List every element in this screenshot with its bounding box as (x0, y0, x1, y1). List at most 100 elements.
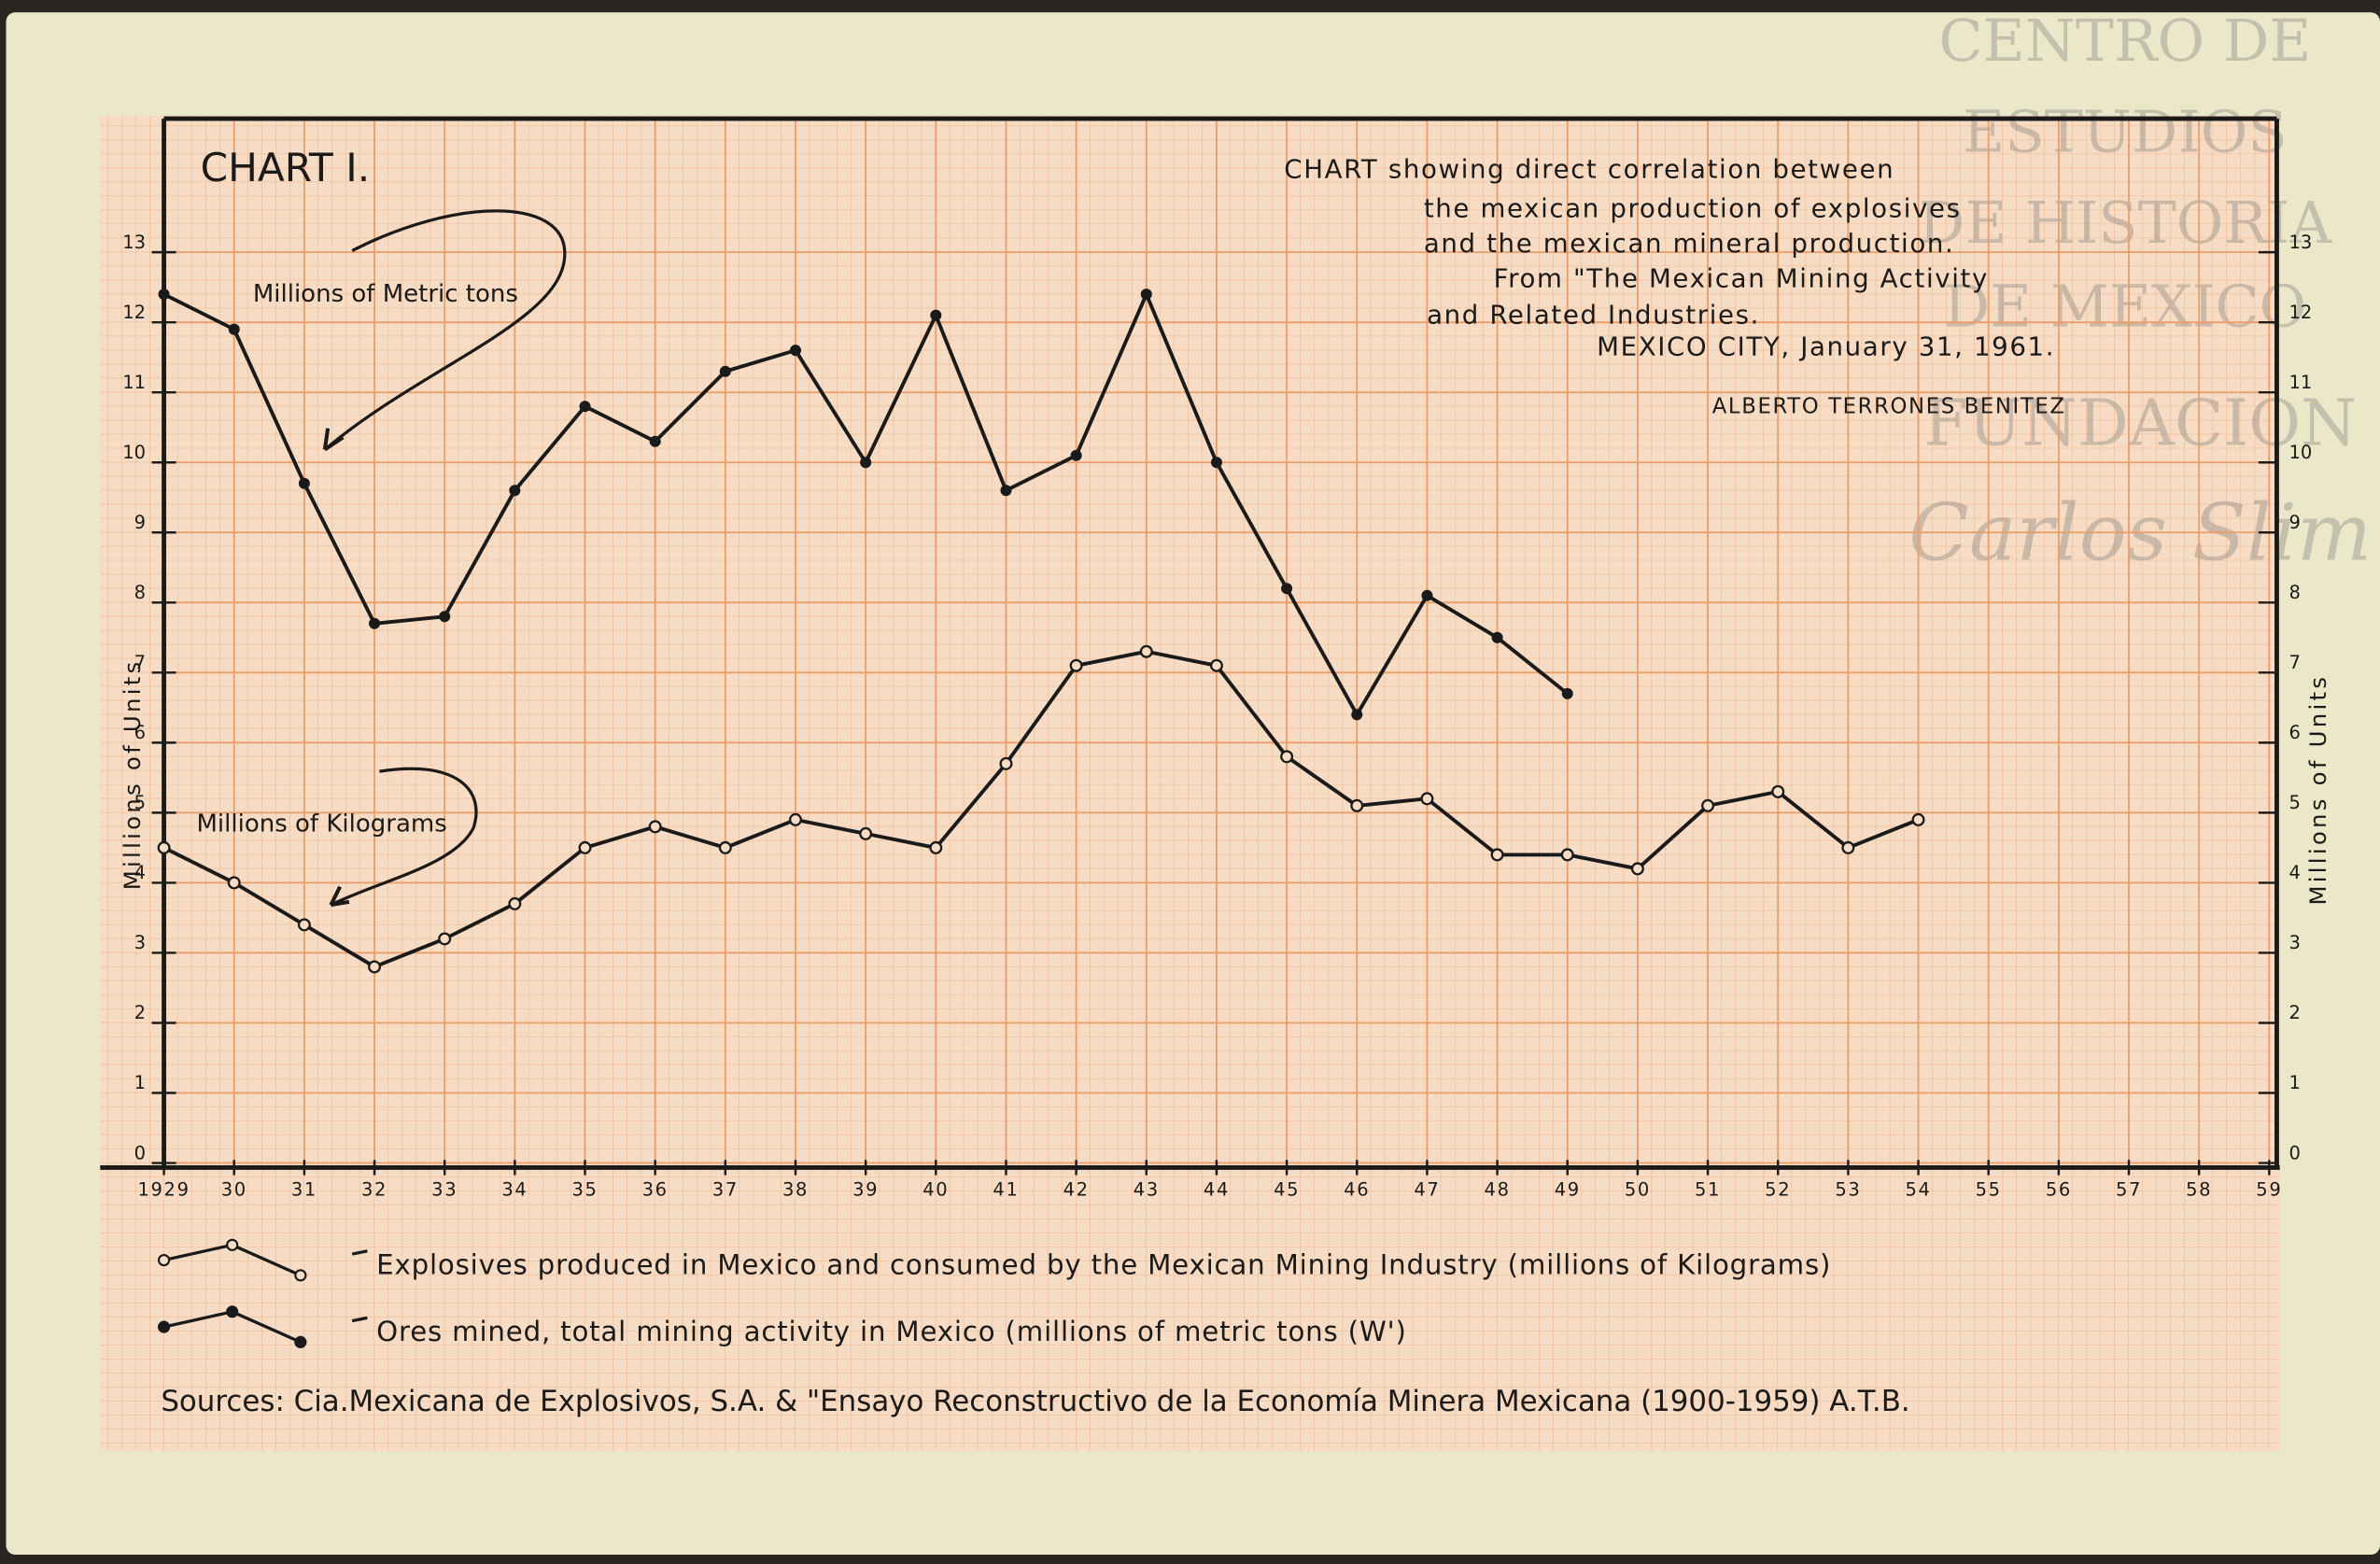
data-point (648, 820, 662, 834)
data-point (1560, 848, 1574, 862)
y2-tick-label: 8 (2288, 582, 2300, 603)
x-tick-label: 55 (1976, 1178, 2002, 1200)
x-tick-label: 56 (2046, 1178, 2072, 1200)
annotation: Millions of Metric tons (253, 280, 518, 308)
y-tick-label: 6 (134, 722, 146, 743)
legend-marker (157, 1253, 171, 1267)
y-tick-label: 3 (134, 932, 146, 953)
x-tick-label: 57 (2116, 1178, 2142, 1200)
data-point (1000, 485, 1012, 497)
data-point (509, 485, 521, 497)
x-tick-label: 52 (1765, 1178, 1791, 1200)
y-tick-label: 0 (134, 1142, 146, 1163)
data-point (718, 840, 732, 854)
data-point (1491, 631, 1503, 643)
data-point (1630, 862, 1644, 876)
x-tick-label: 48 (1485, 1178, 1511, 1200)
x-tick-label: 46 (1344, 1178, 1370, 1200)
x-tick-label: 1929 (137, 1178, 190, 1200)
data-point (859, 826, 873, 840)
watermark-text: DE MEXICO (1943, 274, 2306, 341)
watermark-text: ESTUDIOS (1963, 99, 2288, 166)
x-tick-label: 51 (1695, 1178, 1721, 1200)
x-tick-label: 39 (852, 1178, 879, 1200)
data-point (1490, 848, 1504, 862)
subtitle-line: and the mexican mineral production. (1424, 228, 1955, 259)
data-point (1070, 449, 1082, 461)
legend-marker (157, 1320, 171, 1333)
legend-marker (294, 1269, 307, 1282)
x-tick-label: 40 (922, 1178, 949, 1200)
data-point (1911, 812, 1925, 826)
data-point (789, 345, 802, 357)
y2-tick-label: 2 (2288, 1002, 2300, 1023)
x-tick-label: 34 (501, 1178, 528, 1200)
annotation-arrow (330, 767, 478, 907)
data-point (368, 960, 382, 974)
y-tick-label: 13 (122, 232, 146, 253)
legend-label: Ores mined, total mining activity in Mex… (376, 1316, 1407, 1347)
data-point (438, 932, 452, 946)
x-tick-label: 31 (291, 1178, 317, 1200)
data-point (1421, 589, 1433, 601)
subtitle-line: CHART showing direct correlation between (1284, 153, 1894, 184)
y2-tick-label: 13 (2288, 232, 2312, 253)
x-tick-label: 35 (571, 1178, 598, 1200)
author: ALBERTO TERRONES BENITEZ (1712, 394, 2066, 418)
x-tick-label: 30 (221, 1178, 247, 1200)
y-tick-label: 2 (134, 1002, 146, 1023)
source: Sources: Cia.Mexicana de Explosivos, S.A… (161, 1385, 1909, 1418)
data-point (1771, 784, 1785, 798)
data-point (1350, 798, 1364, 812)
x-tick-label: 43 (1134, 1178, 1160, 1200)
data-point (578, 840, 592, 854)
data-point (1210, 457, 1222, 469)
data-point (439, 611, 451, 623)
x-tick-label: 53 (1835, 1178, 1861, 1200)
data-point (298, 477, 310, 489)
x-tick-label: 47 (1414, 1178, 1440, 1200)
data-point (1420, 792, 1434, 806)
data-point (1351, 709, 1363, 721)
data-point (1281, 583, 1293, 595)
data-point (860, 457, 872, 469)
data-point (228, 323, 240, 335)
y-tick-label: 11 (122, 372, 146, 393)
annotation: Millions of Kilograms (197, 810, 447, 838)
series-line (162, 649, 1920, 969)
y-tick-label: 7 (134, 652, 146, 673)
y2-tick-label: 7 (2288, 652, 2300, 673)
y-tick-label: 12 (122, 302, 146, 323)
data-point (579, 401, 591, 413)
y-tick-label: 1 (134, 1072, 146, 1093)
y2-axis-label: Millions of Units (2304, 674, 2331, 906)
data-point (297, 918, 311, 932)
x-tick-label: 44 (1204, 1178, 1230, 1200)
legend-marker (226, 1305, 239, 1318)
x-tick-label: 32 (361, 1178, 387, 1200)
y2-tick-label: 5 (2288, 792, 2300, 813)
y2-tick-label: 3 (2288, 932, 2300, 953)
data-point (930, 309, 942, 321)
x-tick-label: 59 (2256, 1178, 2282, 1200)
x-tick-label: 36 (642, 1178, 669, 1200)
data-point (1841, 840, 1855, 854)
y2-tick-label: 0 (2288, 1142, 2300, 1163)
chart-label: CHART I. (201, 145, 371, 190)
y2-tick-label: 12 (2288, 302, 2312, 323)
y-axis-label: Millions of Units (119, 658, 146, 890)
arrow-head (329, 885, 350, 908)
data-point (929, 840, 943, 854)
data-point (158, 289, 170, 301)
y-tick-label: 10 (122, 442, 146, 463)
data-point (157, 840, 171, 854)
data-point (1209, 658, 1223, 672)
annotation-arrow (323, 209, 567, 451)
watermark-text: DE HISTORIA (1919, 190, 2333, 257)
x-tick-label: 49 (1555, 1178, 1581, 1200)
x-tick-label: 33 (431, 1178, 458, 1200)
x-tick-label: 50 (1625, 1178, 1651, 1200)
data-point (789, 812, 802, 826)
